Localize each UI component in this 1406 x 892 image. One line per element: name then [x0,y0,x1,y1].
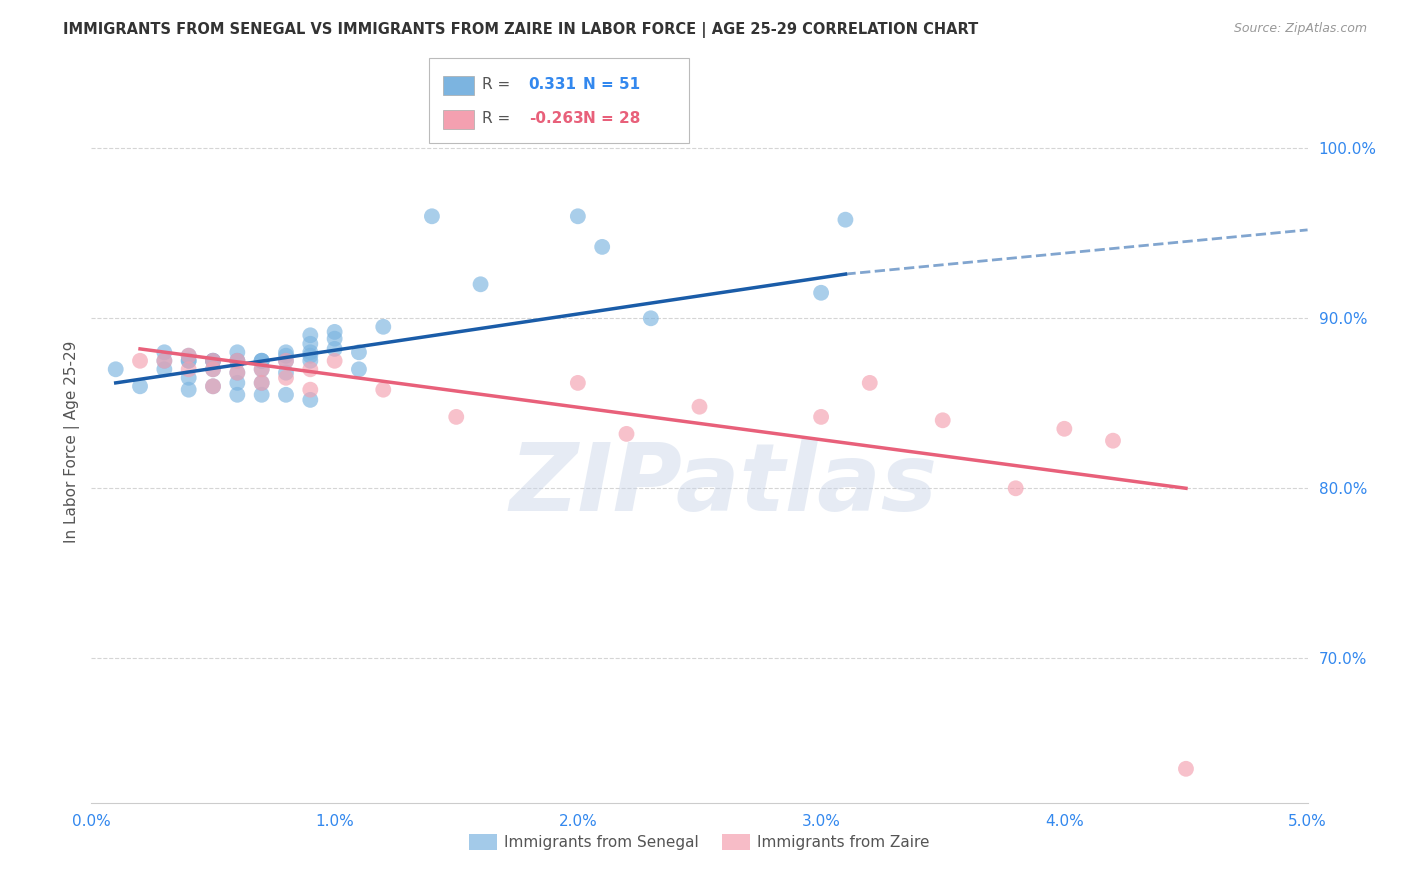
Point [177,383,200,397]
Point [859,376,882,390]
Point [834,212,856,227]
Point [153,353,176,368]
Point [202,353,225,368]
Legend: Immigrants from Senegal, Immigrants from Zaire: Immigrants from Senegal, Immigrants from… [463,829,936,856]
Point [299,353,322,368]
Point [226,388,249,402]
Text: ZIPatlas: ZIPatlas [510,439,938,531]
Text: R =: R = [482,77,510,92]
Point [250,362,273,376]
Point [323,332,346,346]
Point [177,362,200,376]
Text: Source: ZipAtlas.com: Source: ZipAtlas.com [1233,22,1367,36]
Text: IMMIGRANTS FROM SENEGAL VS IMMIGRANTS FROM ZAIRE IN LABOR FORCE | AGE 25-29 CORR: IMMIGRANTS FROM SENEGAL VS IMMIGRANTS FR… [63,22,979,38]
Point [373,319,395,334]
Point [226,353,249,368]
Point [299,345,322,359]
Point [274,388,297,402]
Point [1174,762,1197,776]
Text: N = 51: N = 51 [583,77,641,92]
Point [153,362,176,376]
Point [202,379,225,393]
Y-axis label: In Labor Force | Age 25-29: In Labor Force | Age 25-29 [65,341,80,542]
Point [347,345,370,359]
Point [323,353,346,368]
Point [323,325,346,339]
Point [274,353,297,368]
Point [177,353,200,368]
Point [567,209,589,223]
Point [420,209,443,223]
Point [202,362,225,376]
Point [299,336,322,351]
Point [202,353,225,368]
Point [250,353,273,368]
Point [274,353,297,368]
Point [274,366,297,380]
Point [153,345,176,359]
Point [250,376,273,390]
Point [226,366,249,380]
Point [250,353,273,368]
Text: 0.331: 0.331 [529,77,576,92]
Point [250,362,273,376]
Point [299,362,322,376]
Point [444,409,467,424]
Point [1053,422,1076,436]
Point [202,353,225,368]
Point [250,388,273,402]
Point [274,345,297,359]
Point [250,376,273,390]
Point [177,349,200,363]
Point [470,277,492,292]
Point [129,353,152,368]
Point [347,362,370,376]
Point [177,371,200,385]
Point [810,285,832,300]
Text: -0.263: -0.263 [529,111,583,126]
Point [226,353,249,368]
Point [274,371,297,385]
Point [299,349,322,363]
Point [299,392,322,407]
Point [373,383,395,397]
Point [202,353,225,368]
Point [567,376,589,390]
Point [226,353,249,368]
Point [591,240,613,254]
Point [931,413,953,427]
Point [250,353,273,368]
Text: N = 28: N = 28 [583,111,641,126]
Point [153,353,176,368]
Point [1102,434,1125,448]
Point [299,328,322,343]
Point [274,349,297,363]
Point [202,362,225,376]
Point [226,345,249,359]
Point [104,362,127,376]
Point [129,379,152,393]
Point [299,383,322,397]
Point [177,349,200,363]
Point [177,353,200,368]
Point [226,366,249,380]
Point [202,379,225,393]
Point [1004,481,1026,495]
Point [640,311,662,326]
Point [616,426,638,441]
Point [810,409,832,424]
Text: R =: R = [482,111,510,126]
Point [226,376,249,390]
Point [323,342,346,356]
Point [688,400,710,414]
